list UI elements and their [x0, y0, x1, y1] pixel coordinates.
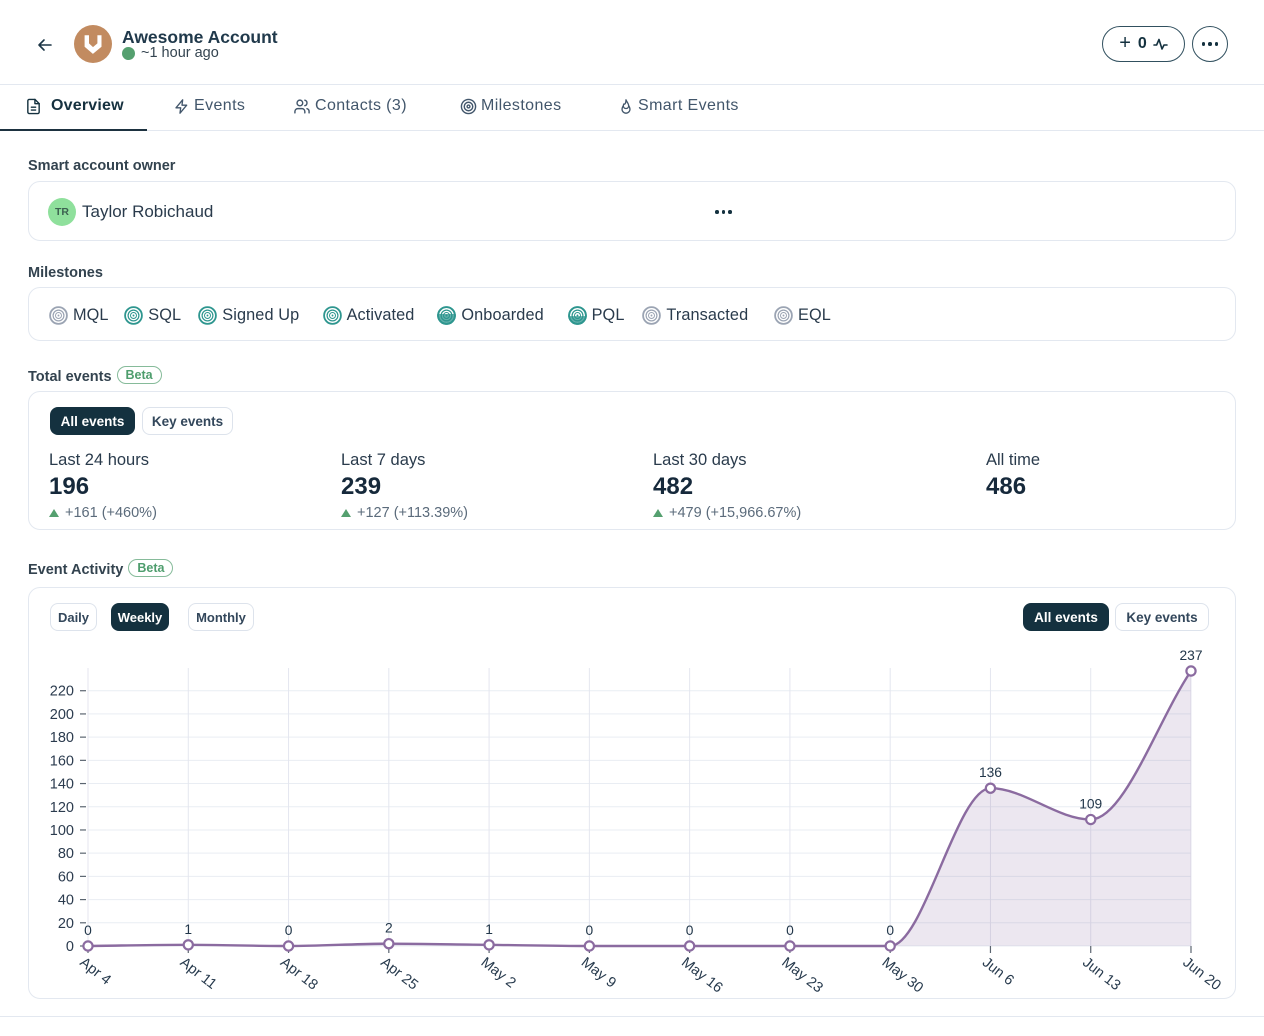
svg-text:Apr 4: Apr 4: [77, 955, 114, 989]
svg-text:40: 40: [58, 893, 74, 909]
svg-text:Apr 11: Apr 11: [177, 955, 220, 993]
svg-text:Apr 25: Apr 25: [377, 955, 421, 994]
svg-text:Jun 20: Jun 20: [1180, 955, 1224, 994]
svg-text:0: 0: [285, 923, 293, 938]
svg-text:160: 160: [50, 753, 74, 769]
svg-text:120: 120: [50, 800, 74, 816]
svg-text:136: 136: [979, 765, 1002, 780]
svg-text:140: 140: [50, 777, 74, 793]
svg-text:Jun 13: Jun 13: [1079, 955, 1123, 994]
svg-text:237: 237: [1179, 648, 1202, 663]
svg-text:Apr 18: Apr 18: [277, 955, 321, 994]
svg-text:100: 100: [50, 823, 74, 839]
svg-text:220: 220: [50, 684, 74, 700]
svg-text:80: 80: [58, 846, 74, 862]
svg-text:May 9: May 9: [578, 955, 619, 992]
svg-text:180: 180: [50, 730, 74, 746]
svg-text:0: 0: [786, 923, 794, 938]
svg-text:2: 2: [385, 921, 393, 936]
svg-text:1: 1: [184, 922, 192, 937]
svg-text:109: 109: [1079, 797, 1102, 812]
svg-text:0: 0: [886, 923, 894, 938]
svg-text:60: 60: [58, 869, 74, 885]
svg-text:1: 1: [485, 922, 493, 937]
svg-text:20: 20: [58, 916, 74, 932]
svg-text:May 16: May 16: [678, 955, 725, 997]
svg-text:0: 0: [586, 923, 594, 938]
svg-text:0: 0: [66, 939, 74, 955]
svg-text:May 2: May 2: [478, 955, 519, 992]
svg-text:0: 0: [686, 923, 694, 938]
svg-text:May 23: May 23: [778, 955, 825, 997]
svg-text:0: 0: [84, 923, 92, 938]
svg-text:200: 200: [50, 707, 74, 723]
svg-text:Jun 6: Jun 6: [979, 955, 1017, 989]
svg-text:May 30: May 30: [879, 955, 926, 997]
